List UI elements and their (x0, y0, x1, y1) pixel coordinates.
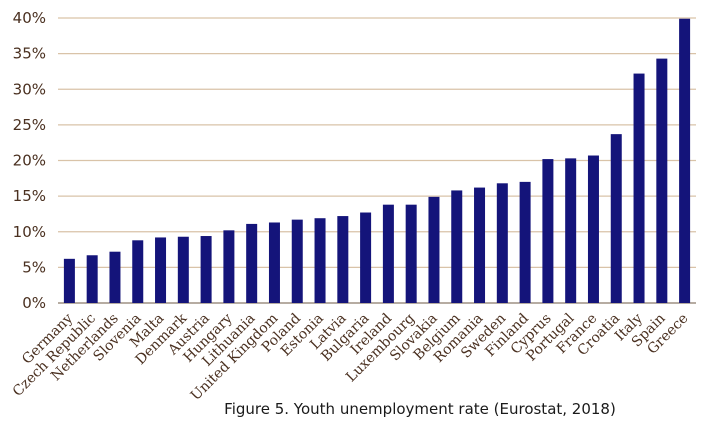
bar (200, 236, 212, 303)
y-tick-label: 10% (13, 223, 46, 241)
bar (132, 240, 144, 303)
y-tick-label: 25% (13, 116, 46, 134)
bars (63, 18, 691, 304)
bar (177, 236, 189, 303)
y-tick-label: 30% (13, 80, 46, 98)
bar (382, 204, 394, 303)
bar (565, 158, 577, 303)
bar (610, 134, 622, 303)
bar (428, 196, 440, 303)
chart-caption: Figure 5. Youth unemployment rate (Euros… (224, 400, 616, 418)
bar (496, 183, 508, 303)
bar (63, 258, 75, 303)
bar (679, 18, 691, 304)
bar (451, 190, 463, 303)
bar (246, 223, 258, 303)
bar (474, 187, 486, 303)
bar (268, 222, 280, 303)
y-tick-label: 40% (13, 9, 46, 27)
bar (86, 255, 98, 303)
y-tick-label: 15% (13, 187, 46, 205)
bar (405, 204, 417, 303)
y-tick-label: 0% (22, 294, 46, 312)
bar (360, 212, 372, 303)
bar (155, 237, 167, 303)
bar (337, 216, 349, 303)
y-axis-tick-labels: 0% 5% 10% 15% 20% 25% 30% 35% 40% (13, 9, 46, 312)
bar (656, 58, 668, 303)
bar (223, 230, 235, 303)
bar (587, 155, 599, 303)
bar (542, 159, 554, 303)
bar (314, 218, 326, 303)
y-tick-label: 20% (13, 152, 46, 170)
y-tick-label: 35% (13, 45, 46, 63)
bar (633, 73, 645, 303)
y-tick-label: 5% (22, 258, 46, 276)
bar (519, 181, 531, 303)
bar (291, 219, 303, 303)
grid-lines (58, 17, 696, 304)
bar (109, 251, 121, 303)
